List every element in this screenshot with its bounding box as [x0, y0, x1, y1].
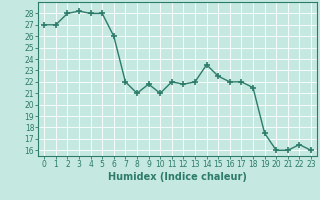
X-axis label: Humidex (Indice chaleur): Humidex (Indice chaleur): [108, 172, 247, 182]
